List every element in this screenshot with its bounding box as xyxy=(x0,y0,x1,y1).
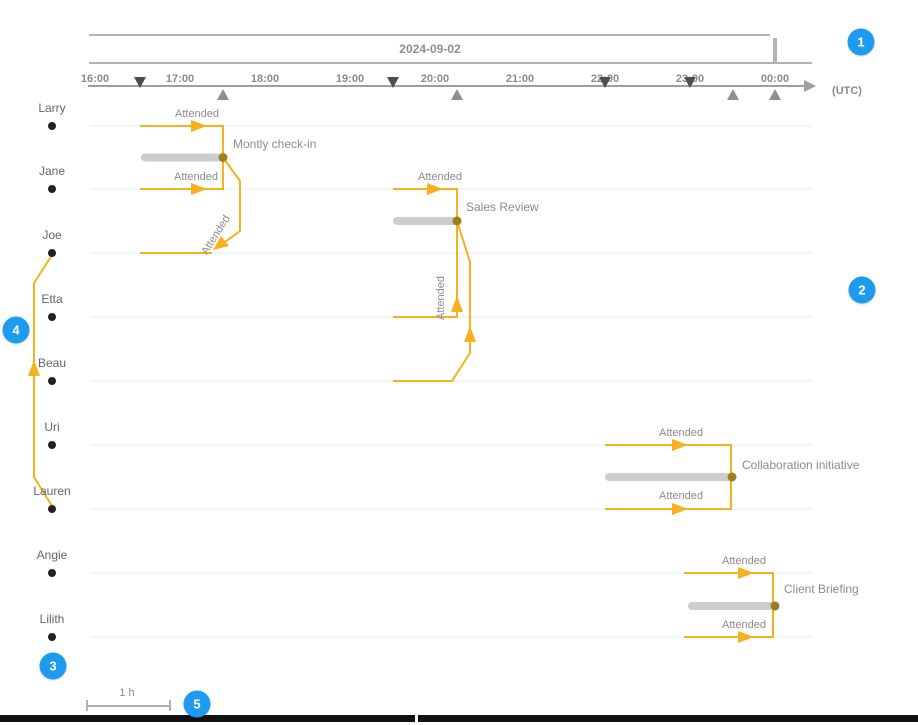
attended-label-sales-etta: Attended xyxy=(435,275,447,321)
annotation-badge-2: 2 xyxy=(848,276,876,304)
entity-label-larry[interactable]: Larry xyxy=(38,101,66,115)
attendance-link-lilith-client[interactable] xyxy=(684,606,774,638)
attendance-arrow-joe-icon xyxy=(213,236,229,250)
event-node-collaboration-initiative[interactable] xyxy=(727,472,737,482)
attendance-arrow-jane-sales-icon xyxy=(427,183,443,195)
axis-tick-2300: 23:00 xyxy=(675,73,705,85)
event-bar-collaboration-initiative[interactable] xyxy=(605,473,732,481)
event-node-client-briefing[interactable] xyxy=(770,601,780,611)
attendance-arrow-lilith-icon xyxy=(738,631,754,643)
event-bar-montly-check-in[interactable] xyxy=(141,153,223,162)
entity-node-angie[interactable] xyxy=(48,569,56,577)
attendance-link-etta-sales[interactable] xyxy=(393,221,458,318)
event-sales-review[interactable] xyxy=(393,183,476,382)
attended-label-checkin-larry: Attended xyxy=(174,108,220,120)
entity-node-etta[interactable] xyxy=(48,313,56,321)
entity-node-larry[interactable] xyxy=(48,122,56,130)
scale-bar-label: 1 h xyxy=(119,687,135,699)
event-montly-check-in[interactable] xyxy=(140,120,241,254)
attendance-arrow-etta-icon xyxy=(451,296,463,312)
axis-arrow-icon xyxy=(804,80,816,92)
attended-label-sales-jane: Attended xyxy=(417,171,463,183)
entity-node-joe[interactable] xyxy=(48,249,56,257)
event-title-montly-check-in: Montly check-in xyxy=(233,137,317,151)
attendance-link-joe-checkin[interactable] xyxy=(222,156,241,243)
entity-label-beau[interactable]: Beau xyxy=(37,356,67,370)
attended-label-client-lilith: Attended xyxy=(721,619,767,631)
entity-node-jane[interactable] xyxy=(48,185,56,193)
next-day-tick xyxy=(773,38,777,62)
axis-unit-label: (UTC) xyxy=(832,85,862,97)
entity-label-jane[interactable]: Jane xyxy=(38,164,66,178)
axis-tick-1900: 19:00 xyxy=(335,73,365,85)
attended-label-checkin-jane: Attended xyxy=(173,171,219,183)
event-client-briefing[interactable] xyxy=(684,567,780,643)
annotation-badge-3: 3 xyxy=(39,652,67,680)
axis-tick-2200: 22:00 xyxy=(590,73,620,85)
event-end-marker-1-up-triangle-icon xyxy=(217,89,229,100)
event-node-montly-check-in[interactable] xyxy=(218,153,228,162)
entity-node-beau[interactable] xyxy=(48,377,56,385)
entity-link-arrow-up-icon xyxy=(28,360,40,376)
axis-tick-2000: 20:00 xyxy=(420,73,450,85)
entity-label-angie[interactable]: Angie xyxy=(36,548,68,562)
attendance-arrow-lauren-icon xyxy=(672,503,688,515)
attended-label-collab-uri: Attended xyxy=(658,427,704,439)
entity-node-lilith[interactable] xyxy=(48,633,56,641)
time-axis[interactable] xyxy=(88,80,816,100)
attendance-arrow-larry-icon xyxy=(191,120,207,132)
attendance-link-jane-sales[interactable] xyxy=(393,188,458,221)
entity-label-lilith[interactable]: Lilith xyxy=(39,612,65,626)
event-end-marker-4-up-triangle-icon xyxy=(769,89,781,100)
event-title-client-briefing: Client Briefing xyxy=(784,582,859,596)
event-node-sales-review[interactable] xyxy=(452,216,462,226)
axis-tick-0000: 00:00 xyxy=(760,73,790,85)
attendance-arrow-jane-icon xyxy=(191,183,207,195)
attendance-arrow-uri-icon xyxy=(672,439,688,451)
attendance-arrow-angie-icon xyxy=(738,567,754,579)
attendance-link-jane-checkin[interactable] xyxy=(140,157,224,190)
attendance-link-beau-sales[interactable] xyxy=(393,223,471,382)
scale-bar xyxy=(86,700,171,711)
axis-tick-1800: 18:00 xyxy=(250,73,280,85)
event-end-marker-3-up-triangle-icon xyxy=(727,89,739,100)
attendance-link-larry-checkin[interactable] xyxy=(140,125,224,158)
axis-tick-1700: 17:00 xyxy=(165,73,195,85)
entity-nodes xyxy=(48,122,56,641)
entity-link-lauren-joe[interactable] xyxy=(28,254,53,507)
bottom-border-notch xyxy=(415,715,418,722)
entity-label-joe[interactable]: Joe xyxy=(42,228,62,242)
date-range-label: 2024-09-02 xyxy=(399,42,461,56)
attendance-link-uri-collab[interactable] xyxy=(605,444,732,477)
entity-node-uri[interactable] xyxy=(48,441,56,449)
attendance-arrow-beau-icon xyxy=(464,326,476,342)
event-bar-client-briefing[interactable] xyxy=(688,602,775,610)
axis-tick-1600: 16:00 xyxy=(80,73,110,85)
annotation-badge-1: 1 xyxy=(847,28,875,56)
annotation-badge-5: 5 xyxy=(183,690,211,718)
date-range-band[interactable] xyxy=(89,34,812,64)
attendance-link-lauren-collab[interactable] xyxy=(605,477,732,510)
event-collaboration-initiative[interactable] xyxy=(605,439,737,515)
entity-node-lauren[interactable] xyxy=(48,505,56,513)
event-title-sales-review: Sales Review xyxy=(466,200,539,214)
annotation-badge-4: 4 xyxy=(2,316,30,344)
entity-label-etta[interactable]: Etta xyxy=(41,292,63,306)
attended-label-client-angie: Attended xyxy=(721,555,767,567)
attended-label-collab-lauren: Attended xyxy=(658,490,704,502)
attendance-link-angie-client[interactable] xyxy=(684,572,774,606)
axis-tick-2100: 21:00 xyxy=(505,73,535,85)
event-bar-sales-review[interactable] xyxy=(393,217,457,225)
entity-label-uri[interactable]: Uri xyxy=(44,420,60,434)
entity-link-path[interactable] xyxy=(33,254,53,507)
event-end-marker-2-up-triangle-icon xyxy=(451,89,463,100)
entity-label-lauren[interactable]: Lauren xyxy=(33,484,71,498)
bottom-border xyxy=(0,715,918,722)
event-title-collaboration-initiative: Collaboration initiative xyxy=(742,458,860,472)
